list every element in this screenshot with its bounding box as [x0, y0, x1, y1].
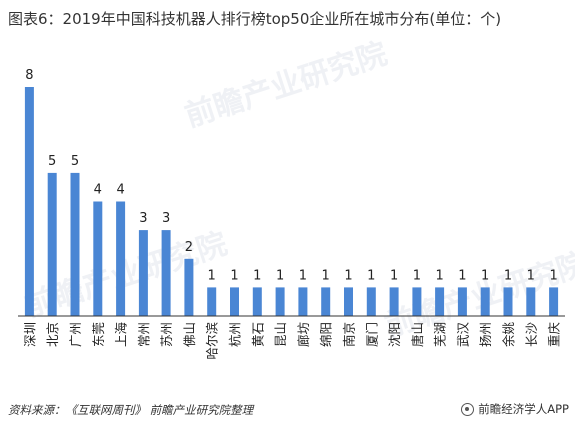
- source-note: 资料来源：《互联网周刊》 前瞻产业研究院整理: [8, 403, 254, 417]
- bar-2: [70, 172, 80, 316]
- bar-13: [321, 287, 331, 316]
- bars-group: [24, 87, 559, 317]
- category-label-5: 常州: [136, 322, 151, 347]
- category-label-21: 余姚: [501, 322, 516, 348]
- category-label-16: 沈阳: [387, 322, 402, 347]
- category-label-2: 广州: [68, 322, 83, 347]
- value-label-4: 4: [116, 183, 124, 198]
- category-label-4: 上海: [114, 322, 129, 348]
- bar-23: [549, 287, 559, 316]
- category-label-1: 北京: [45, 322, 60, 347]
- bar-chart: 85 54 43 321 1 1 1 1 1 1 1 1 1 1 1 1 1 1 1 深圳 北京 广州 东莞 上海 常州 苏州佛…: [18, 68, 565, 360]
- value-label-17: 1: [413, 268, 421, 283]
- bar-19: [457, 287, 467, 316]
- category-label-10: 黄石: [250, 322, 265, 347]
- bar-15: [366, 287, 376, 316]
- category-label-23: 重庆: [547, 322, 562, 348]
- value-label-21: 1: [504, 268, 512, 283]
- category-label-17: 唐山: [410, 322, 425, 347]
- category-label-20: 扬州: [478, 322, 493, 347]
- bar-8: [207, 287, 217, 316]
- value-label-20: 1: [481, 268, 489, 283]
- category-label-6: 苏州: [159, 322, 174, 347]
- category-label-12: 廊坊: [296, 322, 311, 347]
- value-label-7: 2: [185, 240, 193, 255]
- category-labels-group: 深圳 北京 广州 东莞 上海 常州 苏州 佛山 哈尔滨 杭州 黄石 昆山 廊坊 绵阳 南京 厦门 沈阳 唐山 芜湖武…: [22, 322, 561, 360]
- category-label-8: 哈尔滨: [205, 322, 220, 360]
- value-label-15: 1: [367, 268, 375, 283]
- bar-1: [47, 172, 57, 316]
- category-label-18: 芜湖: [433, 322, 448, 347]
- value-label-19: 1: [458, 268, 466, 283]
- bar-6: [161, 230, 171, 316]
- bar-10: [252, 287, 262, 316]
- value-label-13: 1: [322, 268, 330, 283]
- brand-logo-text: 前瞻经济学人APP: [461, 401, 569, 417]
- category-label-13: 绵阳: [319, 322, 334, 347]
- category-label-0: 深圳: [22, 322, 37, 347]
- value-label-8: 1: [208, 268, 216, 283]
- value-label-23: 1: [549, 268, 557, 283]
- value-label-2: 5: [71, 154, 79, 169]
- value-label-0: 8: [25, 68, 33, 83]
- bar-20: [480, 287, 490, 316]
- brand-icon: [461, 402, 475, 416]
- value-label-14: 1: [344, 268, 352, 283]
- value-label-22: 1: [527, 268, 535, 283]
- bar-5: [138, 230, 148, 316]
- bar-21: [503, 287, 513, 316]
- value-label-18: 1: [435, 268, 443, 283]
- bar-4: [116, 201, 126, 316]
- value-label-10: 1: [253, 268, 261, 283]
- bar-17: [412, 287, 422, 316]
- category-label-3: 东莞: [91, 322, 106, 347]
- bar-0: [24, 87, 34, 316]
- value-label-1: 5: [48, 154, 56, 169]
- category-label-11: 昆山: [273, 322, 288, 347]
- value-label-3: 4: [94, 183, 102, 198]
- value-label-11: 1: [276, 268, 284, 283]
- bar-3: [93, 201, 103, 316]
- category-label-15: 厦门: [364, 322, 379, 347]
- brand-name: 前瞻经济学人APP: [478, 402, 569, 416]
- bar-16: [389, 287, 399, 316]
- value-label-6: 3: [162, 211, 170, 226]
- bar-12: [298, 287, 308, 316]
- bar-14: [344, 287, 353, 316]
- bar-11: [275, 287, 285, 316]
- bar-18: [435, 287, 445, 316]
- bar-22: [526, 287, 536, 316]
- chart-title: 图表6：2019年中国科技机器人排行榜top50企业所在城市分布(单位：个): [8, 10, 502, 28]
- bar-9: [230, 287, 239, 316]
- value-label-9: 1: [230, 268, 238, 283]
- category-label-9: 杭州: [228, 322, 243, 347]
- category-label-7: 佛山: [182, 322, 197, 347]
- value-label-5: 3: [139, 211, 147, 226]
- value-label-12: 1: [299, 268, 307, 283]
- category-label-22: 长沙: [524, 322, 539, 348]
- bar-7: [184, 258, 194, 317]
- value-labels-group: 85 54 43 321 1 1 1 1 1 1 1 1 1 1 1 1 1 1 1: [25, 68, 557, 283]
- category-label-14: 南京: [342, 322, 357, 347]
- value-label-16: 1: [390, 268, 398, 283]
- category-label-19: 武汉: [455, 322, 470, 348]
